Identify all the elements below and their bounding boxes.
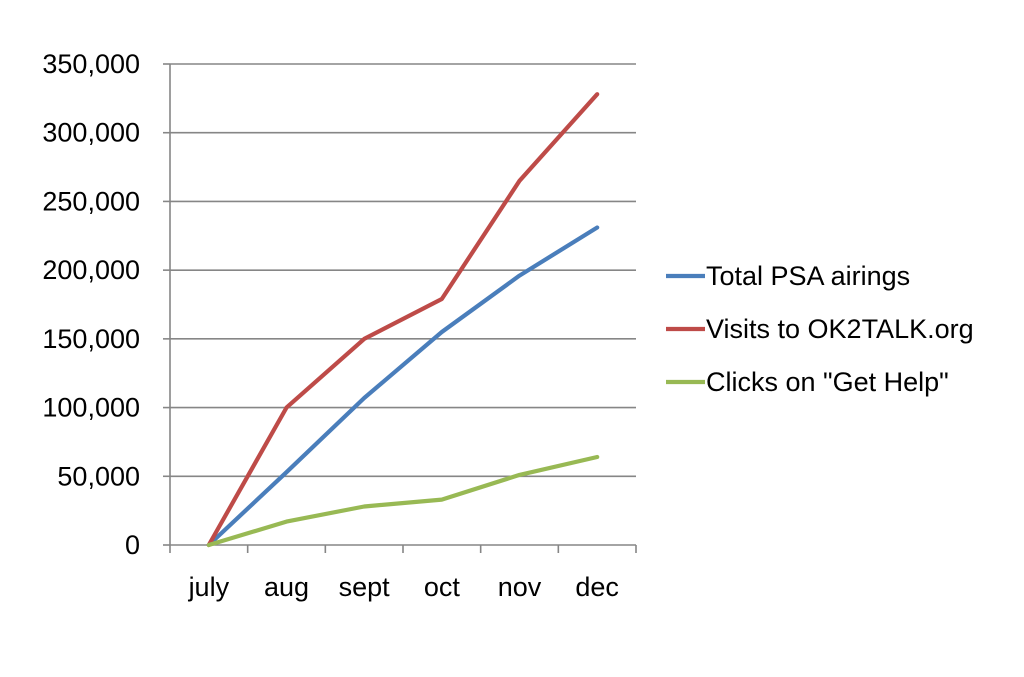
y-axis-tick-labels: 0 50,000 100,000 150,000 200,000 250,000 300,0… [42,49,140,560]
legend: Total PSA airings Visits to OK2TALK.org Cl… [666,261,974,397]
y-tick-label: 150,000 [42,324,140,354]
series-line-1 [206,225,600,548]
y-tick-label: 350,000 [42,49,140,79]
y-tick-label: 250,000 [42,186,140,216]
series-line-3 [206,454,600,548]
legend-label: Visits to OK2TALK.org [706,314,974,344]
legend-item: Clicks on "Get Help" [666,367,949,397]
y-tick-label: 50,000 [57,461,140,491]
gridlines [170,63,636,478]
y-tick-label: 200,000 [42,255,140,285]
series-lines [206,92,600,548]
legend-item: Visits to OK2TALK.org [666,314,974,344]
x-tick-label: sept [339,572,391,602]
x-tick-label: oct [424,572,461,602]
x-tick-label: aug [264,572,309,602]
axes [163,63,637,553]
x-tick-label: july [188,572,230,602]
x-axis-tick-labels: july aug sept oct nov dec [188,572,619,602]
y-tick-label: 100,000 [42,393,140,423]
legend-label: Total PSA airings [706,261,910,291]
y-tick-label: 0 [125,530,140,560]
x-tick-label: nov [498,572,542,602]
series-line-2 [206,92,600,548]
legend-item: Total PSA airings [666,261,910,291]
x-tick-label: dec [575,572,619,602]
y-tick-label: 300,000 [42,118,140,148]
legend-label: Clicks on "Get Help" [706,367,949,397]
